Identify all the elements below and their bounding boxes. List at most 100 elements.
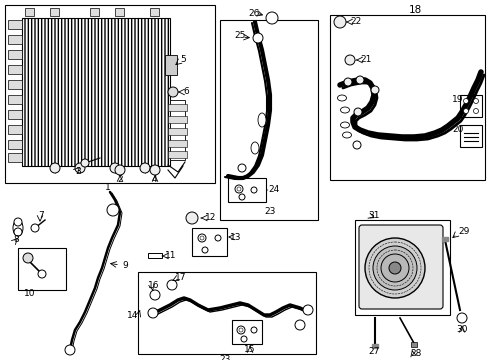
Text: 13: 13 (229, 233, 241, 242)
Text: 9: 9 (122, 261, 127, 270)
Bar (231, 320, 262, 344)
Circle shape (265, 12, 278, 24)
Bar (329, 15, 484, 180)
Text: 12: 12 (204, 213, 216, 222)
Text: 2: 2 (117, 175, 122, 184)
Text: 17: 17 (175, 274, 186, 283)
Bar (164, 55, 177, 75)
Bar (115, 8, 124, 16)
Text: 31: 31 (367, 211, 379, 220)
Bar (148, 253, 162, 258)
Bar (168, 140, 186, 147)
Circle shape (148, 308, 158, 318)
Text: 22: 22 (349, 18, 361, 27)
Bar (8, 125, 22, 134)
Bar (459, 95, 481, 117)
Circle shape (168, 87, 178, 97)
Circle shape (81, 159, 89, 167)
Circle shape (167, 280, 177, 290)
Bar (90, 8, 99, 16)
Text: 29: 29 (457, 228, 468, 237)
Bar (168, 104, 186, 111)
Text: 1: 1 (105, 183, 111, 192)
Text: 28: 28 (409, 350, 421, 359)
Circle shape (65, 345, 75, 355)
Circle shape (355, 76, 363, 84)
Bar (18, 248, 66, 290)
Circle shape (239, 194, 244, 200)
FancyBboxPatch shape (358, 225, 442, 309)
Bar (220, 20, 317, 220)
Ellipse shape (337, 95, 346, 101)
Circle shape (75, 163, 85, 173)
Bar (8, 65, 22, 74)
Text: 21: 21 (359, 55, 370, 64)
Bar (8, 20, 22, 29)
Circle shape (14, 218, 22, 226)
Bar (22, 18, 170, 166)
Text: 23: 23 (219, 356, 230, 360)
Circle shape (456, 313, 466, 323)
Text: 18: 18 (407, 5, 421, 15)
Circle shape (23, 253, 33, 263)
Bar (8, 50, 22, 59)
Ellipse shape (342, 132, 351, 138)
Bar (441, 237, 447, 241)
Text: 20: 20 (451, 126, 463, 135)
Circle shape (238, 164, 245, 172)
Circle shape (237, 187, 241, 191)
Bar (371, 344, 377, 348)
Circle shape (140, 163, 150, 173)
Text: 15: 15 (244, 346, 255, 355)
Bar (5, 5, 215, 183)
Text: 6: 6 (183, 87, 188, 96)
Bar (50, 8, 59, 16)
Circle shape (200, 236, 203, 240)
Circle shape (202, 247, 207, 253)
Circle shape (235, 185, 243, 193)
Bar (168, 116, 186, 123)
Bar (8, 110, 22, 119)
Circle shape (463, 108, 468, 113)
Text: 24: 24 (267, 185, 279, 194)
Text: 16: 16 (148, 280, 159, 289)
Circle shape (343, 78, 351, 86)
Circle shape (388, 262, 400, 274)
Circle shape (215, 235, 221, 241)
Circle shape (463, 99, 468, 104)
Circle shape (370, 86, 378, 94)
Text: 11: 11 (164, 252, 176, 261)
Circle shape (150, 290, 160, 300)
Circle shape (345, 55, 354, 65)
Text: 4: 4 (152, 175, 157, 184)
Bar (138, 272, 315, 354)
Bar (192, 228, 226, 256)
Bar (227, 178, 265, 202)
Bar (8, 95, 22, 104)
Text: 10: 10 (24, 289, 36, 298)
Text: 26: 26 (247, 9, 259, 18)
Text: 27: 27 (367, 347, 379, 356)
Circle shape (150, 165, 160, 175)
Bar (8, 153, 22, 162)
Circle shape (239, 328, 243, 332)
Bar (168, 128, 186, 135)
Bar (168, 151, 186, 158)
Circle shape (14, 228, 22, 236)
Circle shape (294, 320, 305, 330)
Circle shape (185, 212, 198, 224)
Circle shape (472, 108, 478, 113)
Ellipse shape (13, 220, 23, 236)
Circle shape (110, 163, 120, 173)
Circle shape (38, 270, 46, 278)
Text: 7: 7 (38, 211, 43, 220)
Circle shape (115, 165, 125, 175)
Ellipse shape (258, 113, 265, 127)
Text: 8: 8 (13, 235, 19, 244)
Bar (25, 8, 34, 16)
Bar (8, 35, 22, 44)
Circle shape (380, 254, 408, 282)
Bar (410, 342, 416, 347)
Bar (8, 80, 22, 89)
Text: 30: 30 (455, 325, 467, 334)
